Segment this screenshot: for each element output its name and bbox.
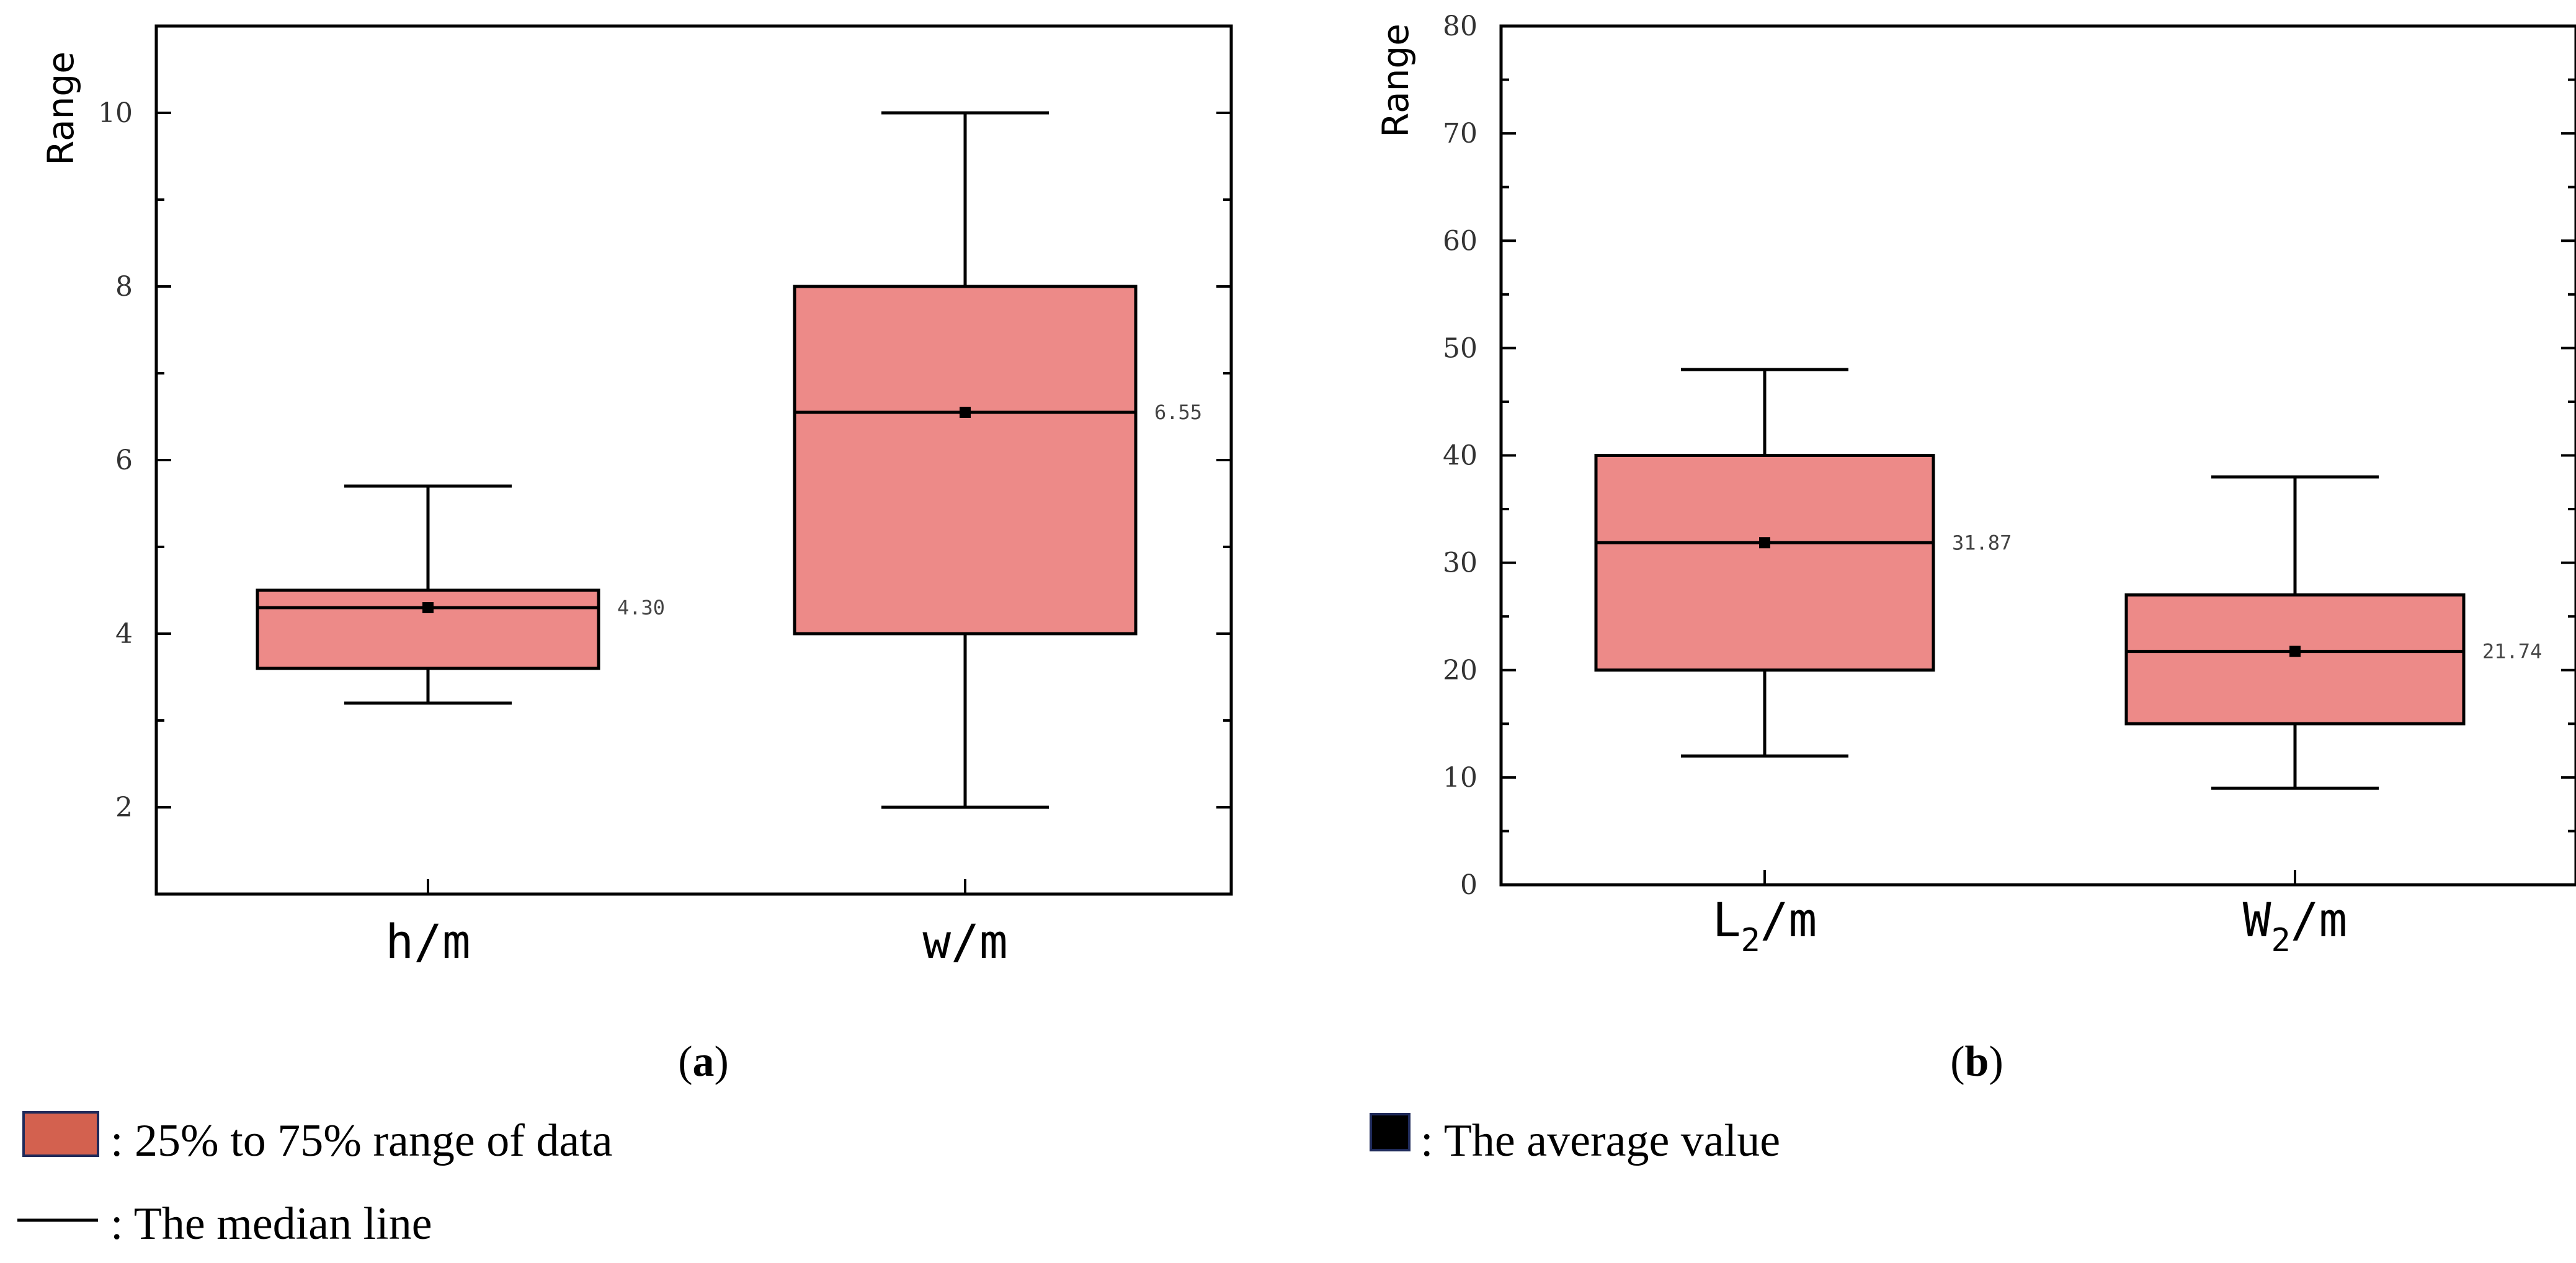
panel-b-category-label-sub: 2 — [1740, 922, 1760, 959]
panel-a-box-h-m-iqr — [256, 588, 600, 670]
panel-b-category-label-sub: 2 — [2271, 922, 2290, 959]
panel-a-category-label-main: h/m — [385, 914, 470, 969]
panel-b-category-label-suffix: /m — [2291, 892, 2348, 947]
panel-b-box-w2-m-mean-marker — [2289, 645, 2301, 657]
panel-a-y-axis-label: Range — [40, 51, 82, 166]
panel-b-box-l2-m-mean-marker — [1759, 537, 1770, 549]
legend-box-swatch — [22, 1111, 99, 1157]
panel-b-ytick-label: 70 — [1443, 118, 1477, 149]
panel-b-y-ticks: 0 10 20 30 40 50 60 70 80 — [1443, 11, 2576, 901]
panel-a-ytick-label: 10 — [98, 97, 133, 129]
legend-box-text: : 25% to 75% range of data — [110, 1115, 613, 1166]
panel-a-box-w-m-iqr — [793, 285, 1138, 636]
panel-b-ytick-label: 0 — [1460, 869, 1477, 901]
panel-b-category-label-main: L — [1713, 892, 1741, 947]
panel-a-ytick-label: 6 — [115, 445, 133, 476]
panel-b-category-label-main: W — [2243, 892, 2271, 947]
panel-b-ytick-label: 60 — [1443, 225, 1477, 257]
panel-a-boxes: 4.30 h/m 6.55 w/m — [256, 111, 1202, 969]
legend: : 25% to 75% range of data : The average… — [17, 1111, 1780, 1249]
panel-b-caption: (b) — [1950, 1038, 2003, 1086]
panel-a-caption: (a) — [678, 1038, 729, 1086]
panel-b-box-w2-m-mean-label: 21.74 — [2482, 640, 2542, 663]
panel-b-y-axis-label: Range — [1375, 24, 1417, 138]
panel-b-box-l2-m-iqr — [1594, 454, 1935, 672]
panel-a-category-label: h/m — [385, 914, 470, 969]
panel-a-box-w-m-mean-marker — [960, 407, 971, 418]
panel-b-category-label: L2/m — [1713, 892, 1817, 959]
panel-a-box-w-m-mean-label: 6.55 — [1154, 401, 1202, 424]
panel-a-ytick-label: 4 — [115, 618, 133, 650]
panel-b-category-label-suffix: /m — [1760, 892, 1817, 947]
panel-b-category-label: W2/m — [2243, 892, 2348, 959]
panel-a-y-ticks: 2 4 6 8 10 — [98, 25, 1231, 894]
panel-a-category-label-main: w/m — [922, 914, 1007, 969]
panel-a-ytick-label: 2 — [115, 792, 133, 823]
panel-a-caption-letter: a — [693, 1038, 715, 1086]
panel-b-ytick-label: 40 — [1443, 440, 1477, 472]
panel-a-chart: Range 2 4 6 8 10 4.30 h/m 6.55 w/m — [40, 24, 1233, 969]
panel-a-box-h-m-mean-label: 4.30 — [617, 596, 665, 619]
panel-b-box-l2-m-mean-label: 31.87 — [1952, 531, 2012, 554]
panel-a-category-label: w/m — [922, 914, 1007, 969]
panel-b-ytick-label: 20 — [1443, 655, 1477, 686]
panel-b-ytick-label: 80 — [1443, 11, 1477, 42]
legend-mean-swatch — [1370, 1113, 1411, 1151]
panel-a-box-h-m-mean-marker — [422, 602, 434, 613]
panel-a-ytick-label: 8 — [115, 271, 133, 303]
panel-b-ytick-label: 50 — [1443, 332, 1477, 364]
panel-b-ytick-label: 10 — [1443, 762, 1477, 794]
panel-b-box-w2-m-iqr — [2124, 593, 2466, 725]
legend-median-text: : The median line — [110, 1199, 432, 1249]
legend-mean-text: : The average value — [1420, 1115, 1780, 1166]
panel-b-ytick-label: 30 — [1443, 547, 1477, 579]
panel-b-caption-letter: b — [1965, 1038, 1989, 1086]
